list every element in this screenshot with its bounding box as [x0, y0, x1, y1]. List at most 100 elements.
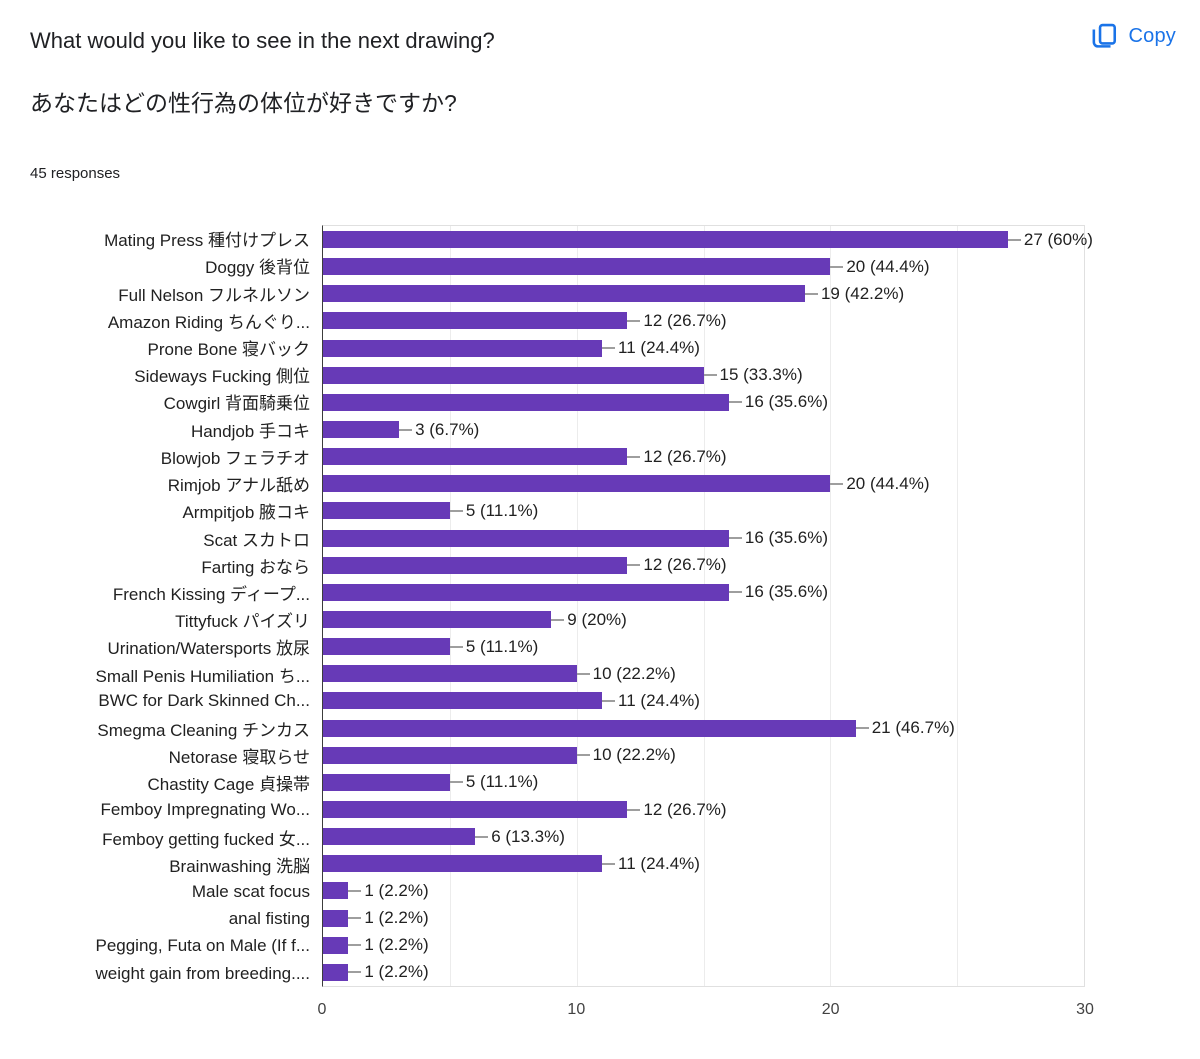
bar	[323, 421, 400, 439]
bar	[323, 529, 729, 547]
bar-row: 16 (35.6%)	[323, 525, 1084, 552]
bar	[323, 448, 628, 466]
bar	[323, 801, 628, 819]
gridline	[830, 226, 832, 986]
bar-row: 1 (2.2%)	[323, 932, 1084, 959]
bar	[323, 366, 704, 384]
bar-row: 5 (11.1%)	[323, 769, 1084, 796]
plot-area: 27 (60%) 20 (44.4%) 19 (42.2%) 12 (26.7%) 11…	[322, 225, 1093, 987]
bar-row: 6 (13.3%)	[323, 823, 1084, 850]
value-label: 20 (44.4%)	[846, 256, 930, 276]
value-callout-dash	[348, 971, 362, 974]
category-label: Rimjob アナル舐め	[167, 476, 310, 496]
bar	[323, 339, 603, 357]
value-callout-dash	[728, 401, 742, 404]
category-label: Netorase 寝取らせ	[168, 748, 310, 768]
bar-row: 10 (22.2%)	[323, 742, 1084, 769]
responses-count: 45 responses	[30, 165, 121, 182]
value-callout-dash	[627, 564, 641, 567]
value-callout-dash	[576, 672, 590, 675]
value-label: 19 (42.2%)	[820, 283, 905, 303]
value-label: 1 (2.2%)	[364, 962, 429, 982]
bar-row: 5 (11.1%)	[323, 633, 1084, 660]
value-callout-dash	[348, 944, 362, 947]
bar-row: 3 (6.7%)	[323, 416, 1084, 443]
value-callout-dash	[627, 319, 641, 322]
value-callout-dash	[475, 835, 489, 838]
value-callout-dash	[1007, 238, 1021, 241]
bar-row: 9 (20%)	[323, 606, 1084, 633]
bar	[323, 773, 450, 791]
value-callout-dash	[602, 347, 616, 350]
value-label: 11 (24.4%)	[618, 690, 700, 710]
bar-row: 16 (35.6%)	[323, 579, 1084, 606]
bar	[323, 746, 577, 764]
value-callout-dash	[449, 781, 463, 784]
category-label: Brainwashing 洗脳	[169, 857, 310, 877]
value-callout-dash	[576, 754, 590, 757]
value-label: 12 (26.7%)	[643, 555, 727, 575]
bar	[323, 285, 805, 303]
bar-row: 19 (42.2%)	[323, 280, 1084, 307]
category-label: Blowjob フェラチオ	[160, 448, 310, 468]
value-callout-dash	[627, 808, 641, 811]
bar-row: 20 (44.4%)	[323, 253, 1084, 280]
x-axis-tick-label: 30	[1076, 1001, 1094, 1018]
bar-row: 16 (35.6%)	[323, 389, 1084, 416]
value-callout-dash	[830, 265, 844, 268]
category-label: Handjob 手コキ	[190, 421, 310, 441]
category-label: Femboy Impregnating Wo...	[100, 800, 310, 820]
bar-row: 11 (24.4%)	[323, 850, 1084, 877]
value-callout-dash	[830, 482, 844, 485]
category-label: Prone Bone 寝バック	[147, 339, 310, 359]
value-label: 16 (35.6%)	[744, 582, 829, 602]
value-callout-dash	[602, 862, 616, 865]
category-label: BWC for Dark Skinned Ch...	[98, 691, 310, 711]
bar-row: 11 (24.4%)	[323, 335, 1084, 362]
bar-row: 12 (26.7%)	[323, 307, 1084, 334]
bar	[323, 312, 628, 330]
gridline	[957, 226, 959, 986]
value-callout-dash	[602, 699, 616, 702]
value-label: 1 (2.2%)	[364, 935, 429, 955]
value-label: 21 (46.7%)	[871, 718, 955, 738]
value-label: 10 (22.2%)	[592, 663, 676, 683]
bar-row: 12 (26.7%)	[323, 552, 1084, 579]
copy-button[interactable]: Copy	[1084, 18, 1183, 54]
value-label: 5 (11.1%)	[465, 500, 539, 520]
category-label: anal fisting	[228, 909, 310, 929]
copy-icon	[1090, 22, 1118, 50]
bar	[323, 611, 552, 629]
category-axis-labels: Mating Press 種付けプレス Doggy 後背位 Full Nelson …	[0, 225, 316, 987]
bar	[323, 963, 349, 981]
category-label: Cowgirl 背面騎乗位	[163, 394, 310, 414]
bar-row: 1 (2.2%)	[323, 905, 1084, 932]
value-callout-dash	[804, 292, 818, 295]
value-label: 16 (35.6%)	[744, 528, 829, 548]
value-callout-dash	[855, 727, 869, 730]
bar	[323, 909, 349, 927]
category-label: Amazon Riding ちんぐり...	[107, 312, 310, 332]
x-axis-tick-label: 0	[317, 1001, 327, 1018]
category-label: Doggy 後背位	[205, 258, 310, 278]
category-label: Urination/Watersports 放尿	[107, 639, 310, 659]
question-title: What would you like to see in the next d…	[30, 28, 495, 53]
category-label: Farting おなら	[201, 557, 310, 577]
bar-row: 27 (60%)	[323, 226, 1093, 253]
value-label: 5 (11.1%)	[465, 772, 539, 792]
value-label: 15 (33.3%)	[719, 365, 803, 385]
bar	[323, 828, 476, 846]
category-label: Femboy getting fucked 女...	[102, 829, 310, 849]
value-callout-dash	[728, 537, 742, 540]
value-callout-dash	[348, 917, 362, 920]
bar	[323, 665, 577, 683]
x-axis-tick-label: 20	[821, 1001, 840, 1018]
category-label: Full Nelson フルネルソン	[118, 285, 310, 305]
value-callout-dash	[449, 509, 463, 512]
value-callout-dash	[728, 591, 742, 594]
value-label: 11 (24.4%)	[618, 338, 700, 358]
value-label: 12 (26.7%)	[643, 799, 727, 819]
category-label: Tittyfuck パイズリ	[175, 612, 310, 632]
bar	[323, 692, 603, 710]
value-callout-dash	[399, 428, 413, 431]
